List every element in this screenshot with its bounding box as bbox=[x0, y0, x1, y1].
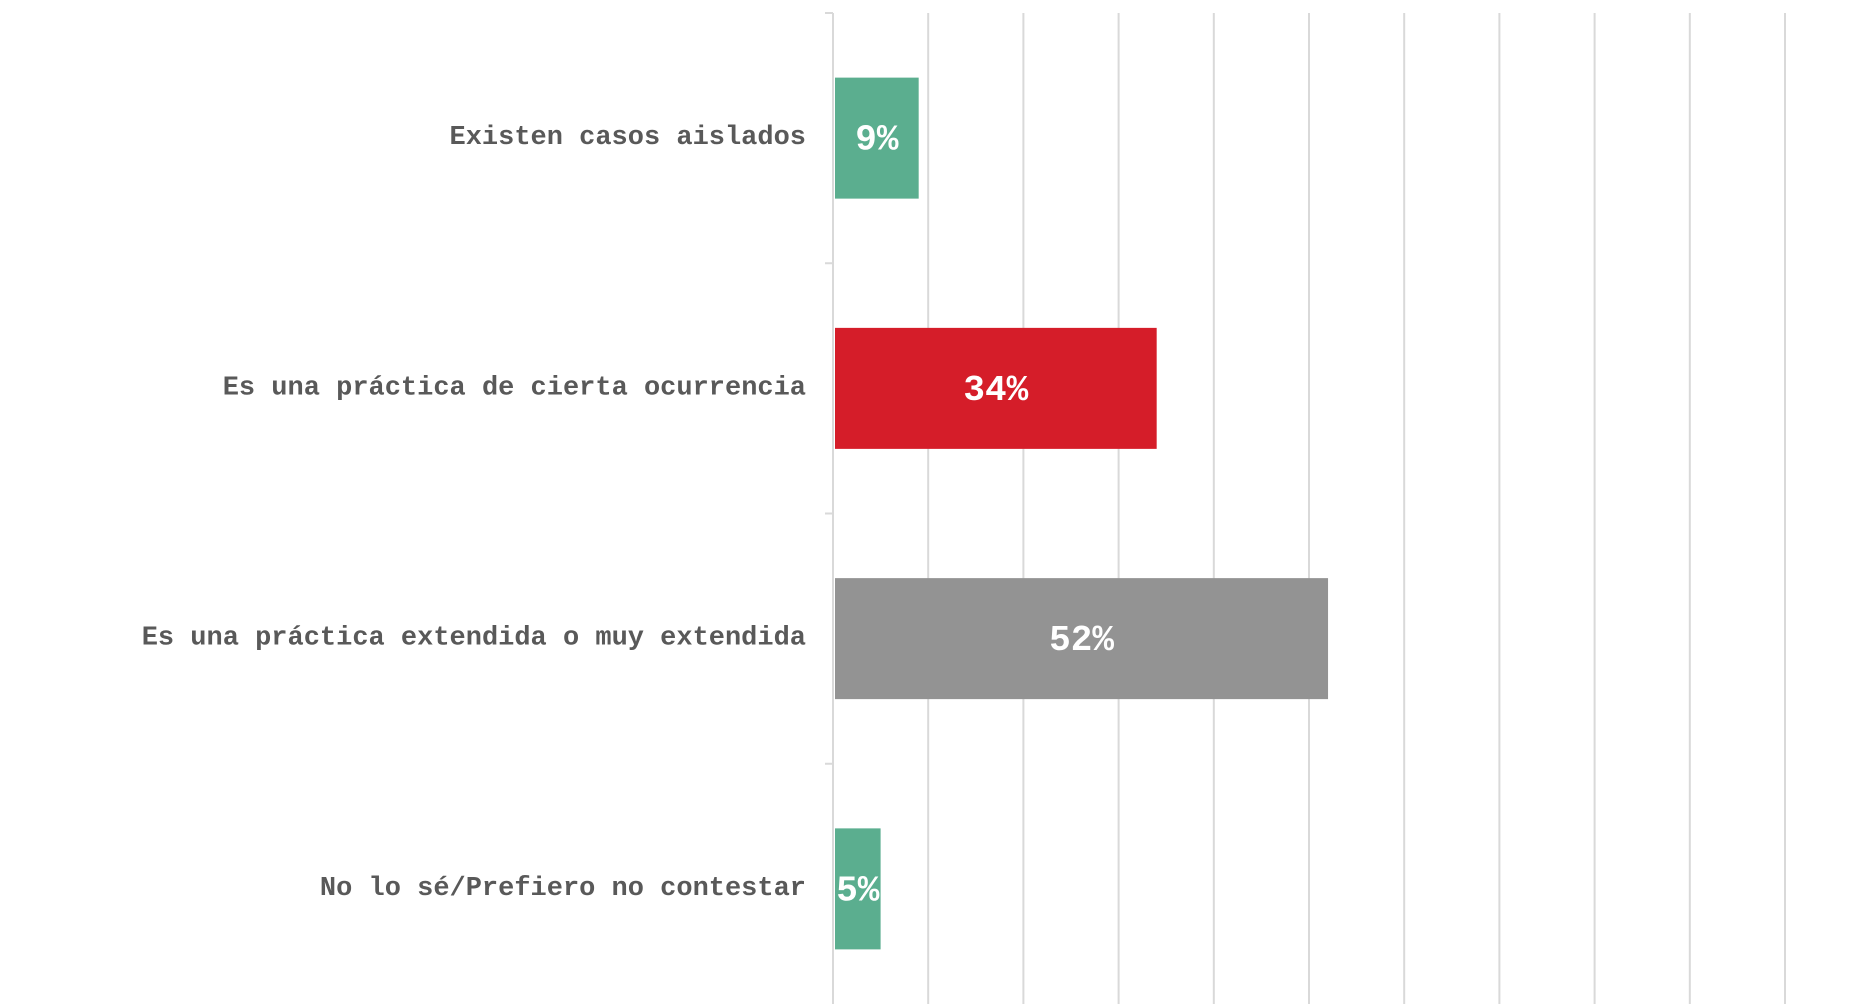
category-label: Existen casos aislados bbox=[450, 123, 806, 153]
gridlines bbox=[927, 13, 1786, 1004]
category-axis bbox=[825, 12, 834, 1004]
data-label: 9% bbox=[855, 120, 899, 161]
data-label: 34% bbox=[963, 370, 1028, 411]
category-label: Es una práctica de cierta ocurrencia bbox=[223, 373, 806, 403]
category-label: Es una práctica extendida o muy extendid… bbox=[142, 624, 806, 654]
data-label: 5% bbox=[836, 870, 880, 911]
bar bbox=[835, 828, 881, 950]
bars bbox=[835, 77, 1329, 950]
bar bbox=[835, 578, 1329, 700]
category-labels: Existen casos aislados Es una práctica de… bbox=[142, 123, 806, 904]
bar bbox=[835, 77, 919, 199]
value-labels: 9% 34% 52% 5% bbox=[836, 120, 1114, 912]
bar bbox=[835, 327, 1157, 449]
category-label: No lo sé/Prefiero no contestar bbox=[320, 874, 806, 904]
data-label: 52% bbox=[1049, 620, 1114, 661]
